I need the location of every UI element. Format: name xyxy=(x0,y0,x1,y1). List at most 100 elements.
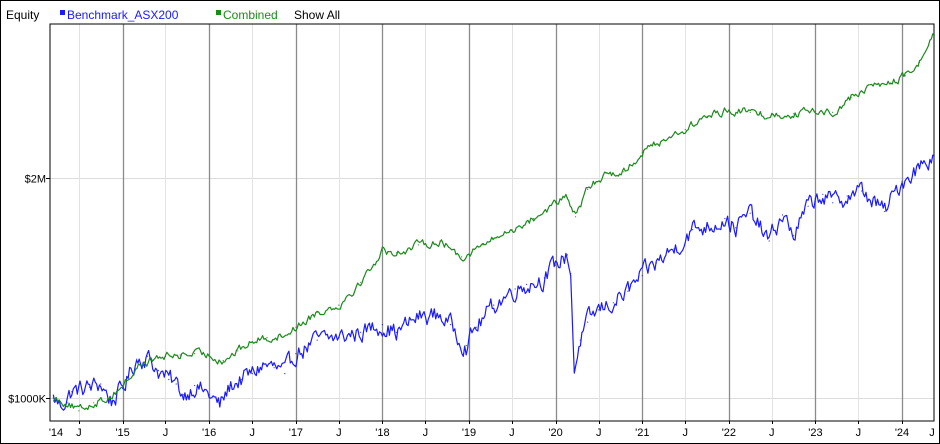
data-point-benchmark_asx200 xyxy=(475,326,477,328)
x-tick-label: J xyxy=(76,427,82,439)
data-point-combined xyxy=(684,129,686,131)
data-point-benchmark_asx200 xyxy=(182,394,185,396)
series-line-combined xyxy=(52,33,934,411)
data-point-benchmark_asx200 xyxy=(273,367,275,369)
x-tick-label: '23 xyxy=(808,427,822,439)
data-point-benchmark_asx200 xyxy=(735,227,737,229)
data-point-combined xyxy=(641,151,643,153)
x-tick-label: '24 xyxy=(895,427,909,439)
data-point-benchmark_asx200 xyxy=(381,324,383,326)
data-point-benchmark_asx200 xyxy=(781,214,784,216)
data-point-combined xyxy=(164,355,167,357)
legend-label-benchmark: Benchmark_ASX200 xyxy=(67,8,179,22)
data-point-combined xyxy=(814,110,817,112)
data-point-benchmark_asx200 xyxy=(918,165,921,167)
data-point-benchmark_asx200 xyxy=(543,277,546,279)
data-point-benchmark_asx200 xyxy=(493,304,495,306)
x-tick-label: J xyxy=(336,427,342,439)
data-point-benchmark_asx200 xyxy=(598,309,600,311)
data-point-combined xyxy=(280,335,282,337)
data-point-benchmark_asx200 xyxy=(526,283,528,286)
x-tick-label: J xyxy=(163,427,169,439)
data-point-benchmark_asx200 xyxy=(749,212,751,214)
data-point-benchmark_asx200 xyxy=(573,370,575,372)
x-tick-label: J xyxy=(683,427,689,439)
data-point-combined xyxy=(139,364,141,366)
data-point-benchmark_asx200 xyxy=(284,373,286,375)
legend-item-benchmark[interactable]: Benchmark_ASX200 xyxy=(60,8,178,22)
data-point-combined xyxy=(251,340,253,343)
data-point-benchmark_asx200 xyxy=(807,205,809,207)
data-point-combined xyxy=(93,402,95,404)
data-point-combined xyxy=(728,109,730,111)
data-point-benchmark_asx200 xyxy=(822,193,824,195)
data-point-combined xyxy=(771,114,773,116)
data-point-combined xyxy=(122,384,124,387)
data-point-combined xyxy=(52,397,54,399)
data-point-benchmark_asx200 xyxy=(157,370,159,372)
data-point-benchmark_asx200 xyxy=(110,400,112,402)
data-point-combined xyxy=(150,360,152,362)
legend-swatch-combined xyxy=(216,9,221,15)
data-point-combined xyxy=(439,240,441,242)
show-all-button[interactable]: Show All xyxy=(294,8,341,22)
data-point-benchmark_asx200 xyxy=(240,378,242,381)
data-point-combined xyxy=(316,311,318,313)
data-point-benchmark_asx200 xyxy=(627,290,629,292)
data-point-benchmark_asx200 xyxy=(641,275,643,277)
x-tick-label: J xyxy=(769,427,775,439)
series-lines xyxy=(52,33,934,412)
data-point-benchmark_asx200 xyxy=(360,331,362,333)
legend-label-combined: Combined xyxy=(223,8,278,22)
data-point-combined xyxy=(574,216,577,218)
legend-title: Equity xyxy=(6,8,40,22)
data-point-benchmark_asx200 xyxy=(692,229,694,231)
data-point-benchmark_asx200 xyxy=(514,288,516,290)
data-point-combined xyxy=(237,350,239,352)
data-point-combined xyxy=(533,218,535,220)
data-point-benchmark_asx200 xyxy=(579,339,582,341)
data-point-benchmark_asx200 xyxy=(295,353,297,355)
data-point-benchmark_asx200 xyxy=(439,314,441,316)
data-point-combined xyxy=(360,281,362,283)
data-point-benchmark_asx200 xyxy=(449,324,452,326)
x-tick-label: J xyxy=(856,427,862,439)
data-point-combined xyxy=(179,354,181,356)
plot-area xyxy=(49,23,935,422)
data-point-combined xyxy=(395,252,397,254)
x-tick-label: '17 xyxy=(289,427,303,439)
data-point-combined xyxy=(208,354,210,356)
legend-item-combined[interactable]: Combined xyxy=(216,8,278,22)
y-tick-label: $2M xyxy=(25,174,46,186)
data-point-combined xyxy=(605,172,607,174)
data-point-combined xyxy=(566,197,569,199)
data-point-benchmark_asx200 xyxy=(208,394,210,396)
data-point-combined xyxy=(511,229,513,231)
x-tick-label: J xyxy=(509,427,515,439)
data-point-benchmark_asx200 xyxy=(655,262,657,264)
data-point-combined xyxy=(793,113,795,115)
data-point-benchmark_asx200 xyxy=(338,336,340,339)
data-point-combined xyxy=(295,326,297,328)
data-point-benchmark_asx200 xyxy=(175,383,177,385)
data-point-combined xyxy=(850,96,852,98)
data-point-benchmark_asx200 xyxy=(673,248,675,250)
data-point-benchmark_asx200 xyxy=(251,373,253,375)
data-point-benchmark_asx200 xyxy=(71,391,73,393)
data-point-benchmark_asx200 xyxy=(262,364,264,366)
data-point-combined xyxy=(78,410,80,412)
data-point-benchmark_asx200 xyxy=(219,405,221,407)
data-point-combined xyxy=(663,138,665,140)
data-point-combined xyxy=(417,244,419,246)
data-point-benchmark_asx200 xyxy=(60,405,62,407)
x-tick-label: '20 xyxy=(548,427,562,439)
data-point-combined xyxy=(623,171,625,173)
data-point-combined xyxy=(107,397,109,399)
data-point-combined xyxy=(67,402,69,404)
data-point-combined xyxy=(554,202,557,204)
data-point-benchmark_asx200 xyxy=(168,378,170,381)
data-point-combined xyxy=(222,360,224,362)
y-tick-label: $1000K xyxy=(8,394,47,406)
data-point-benchmark_asx200 xyxy=(194,384,196,387)
x-tick-label: '15 xyxy=(115,427,129,439)
